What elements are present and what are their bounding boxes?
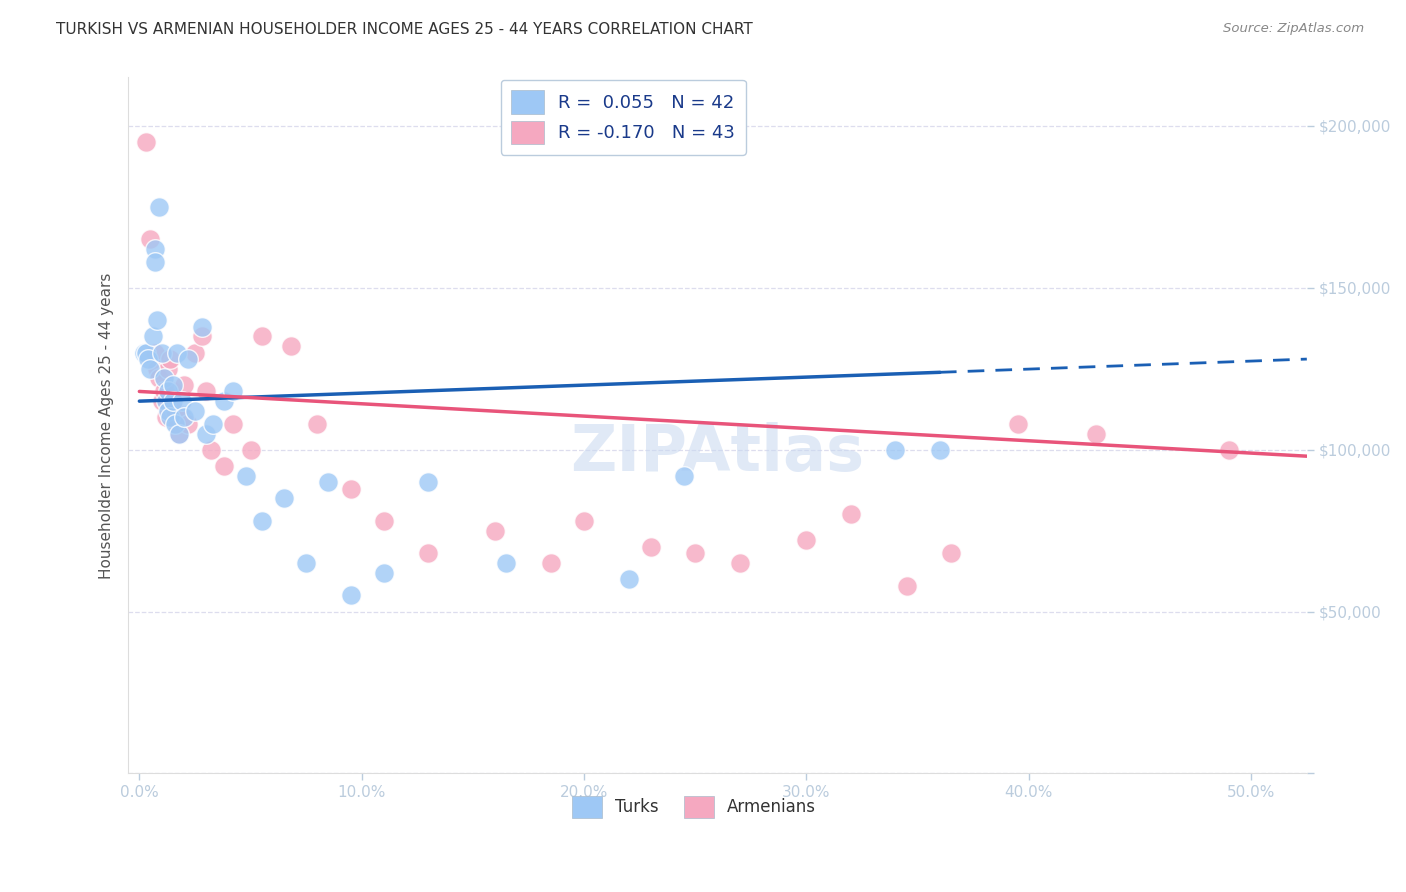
Point xyxy=(190,329,212,343)
Point xyxy=(307,417,329,431)
Point xyxy=(157,384,180,399)
Point xyxy=(143,345,166,359)
Point xyxy=(239,442,262,457)
Point xyxy=(166,417,188,431)
Point xyxy=(143,242,166,256)
Point xyxy=(155,394,177,409)
Point xyxy=(173,378,195,392)
Point xyxy=(159,410,181,425)
Point xyxy=(177,417,200,431)
Point xyxy=(673,468,696,483)
Point xyxy=(572,514,595,528)
Point xyxy=(928,442,950,457)
Point xyxy=(136,352,159,367)
Point xyxy=(1218,442,1240,457)
Point xyxy=(1084,426,1107,441)
Point xyxy=(169,426,191,441)
Point xyxy=(222,417,245,431)
Point xyxy=(163,404,186,418)
Point xyxy=(166,345,188,359)
Y-axis label: Householder Income Ages 25 - 44 years: Householder Income Ages 25 - 44 years xyxy=(100,272,114,579)
Point xyxy=(190,319,212,334)
Point xyxy=(339,482,361,496)
Point xyxy=(146,361,169,376)
Point xyxy=(148,371,170,385)
Point xyxy=(617,572,640,586)
Point xyxy=(143,255,166,269)
Point xyxy=(418,546,440,560)
Point xyxy=(135,345,157,359)
Point xyxy=(884,442,907,457)
Point xyxy=(162,384,184,399)
Point xyxy=(153,384,176,399)
Point xyxy=(373,514,395,528)
Point xyxy=(177,352,200,367)
Point xyxy=(159,352,181,367)
Point xyxy=(728,556,751,570)
Text: Source: ZipAtlas.com: Source: ZipAtlas.com xyxy=(1223,22,1364,36)
Point xyxy=(235,468,257,483)
Point xyxy=(939,546,962,560)
Point xyxy=(170,410,193,425)
Point xyxy=(162,394,184,409)
Point xyxy=(250,514,273,528)
Point xyxy=(201,417,224,431)
Point xyxy=(169,426,191,441)
Point xyxy=(896,579,918,593)
Point xyxy=(200,442,222,457)
Text: ZIPAtlas: ZIPAtlas xyxy=(571,422,865,484)
Point xyxy=(150,394,173,409)
Point xyxy=(212,394,235,409)
Point xyxy=(184,404,207,418)
Point xyxy=(163,417,186,431)
Point xyxy=(685,546,707,560)
Point xyxy=(150,345,173,359)
Point xyxy=(170,394,193,409)
Point xyxy=(484,524,506,538)
Point xyxy=(418,475,440,489)
Point xyxy=(157,404,180,418)
Point xyxy=(250,329,273,343)
Point xyxy=(195,426,218,441)
Point xyxy=(222,384,245,399)
Point xyxy=(157,361,180,376)
Point xyxy=(373,566,395,580)
Point xyxy=(184,345,207,359)
Point xyxy=(139,232,162,246)
Point xyxy=(640,540,662,554)
Point xyxy=(155,410,177,425)
Point xyxy=(148,200,170,214)
Point xyxy=(142,329,165,343)
Point xyxy=(146,313,169,327)
Point xyxy=(195,384,218,399)
Point xyxy=(318,475,340,489)
Legend: Turks, Armenians: Turks, Armenians xyxy=(565,789,823,824)
Point xyxy=(295,556,318,570)
Text: TURKISH VS ARMENIAN HOUSEHOLDER INCOME AGES 25 - 44 YEARS CORRELATION CHART: TURKISH VS ARMENIAN HOUSEHOLDER INCOME A… xyxy=(56,22,754,37)
Point xyxy=(135,135,157,149)
Point xyxy=(153,371,176,385)
Point xyxy=(212,458,235,473)
Point xyxy=(273,491,295,506)
Point xyxy=(796,533,818,548)
Point xyxy=(540,556,562,570)
Point xyxy=(132,345,155,359)
Point xyxy=(839,508,862,522)
Point xyxy=(280,339,302,353)
Point xyxy=(495,556,517,570)
Point xyxy=(139,361,162,376)
Point xyxy=(339,588,361,602)
Point xyxy=(1007,417,1029,431)
Point xyxy=(162,378,184,392)
Point xyxy=(173,410,195,425)
